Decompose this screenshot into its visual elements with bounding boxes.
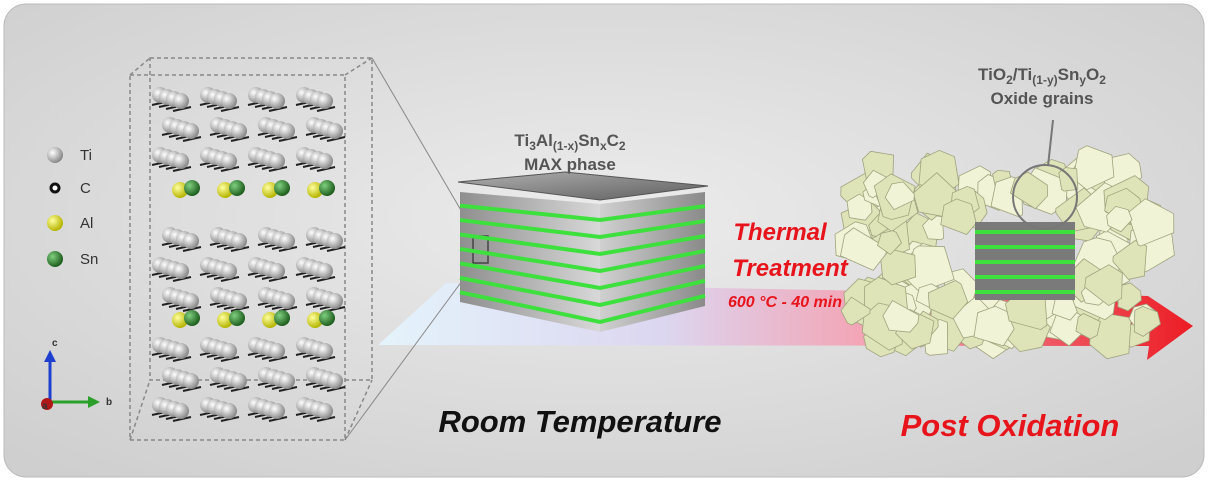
legend-label: C — [80, 180, 91, 197]
formula-part: O — [1086, 65, 1099, 84]
ti-atom — [327, 233, 343, 249]
ti-atom — [317, 343, 333, 359]
formula-part: Sn — [1058, 65, 1080, 84]
formula-part: C — [607, 131, 619, 150]
max-phase-block — [458, 172, 708, 332]
legend-ti — [47, 147, 63, 163]
formula-part: Al — [536, 131, 553, 150]
ti-atom — [173, 403, 189, 419]
diagram: Ti C Al Sn c b a Ti3Al(1-x)SnxC2 MAX pha… — [0, 0, 1208, 481]
ti-atom — [221, 343, 237, 359]
ti-atom — [231, 293, 247, 309]
sn-atom — [229, 310, 245, 326]
ti-atom — [183, 373, 199, 389]
ti-atom — [327, 123, 343, 139]
sn-atom — [274, 310, 290, 326]
legend-label: Sn — [80, 251, 98, 268]
legend-c — [51, 184, 59, 192]
axis-label: b — [106, 397, 112, 408]
ti-atom — [279, 293, 295, 309]
stage-start: Room Temperature — [438, 404, 721, 439]
formula-sub: (1-y) — [1032, 73, 1057, 87]
ti-atom — [173, 153, 189, 169]
sn-atom — [274, 180, 290, 196]
ti-atom — [183, 123, 199, 139]
sn-atom — [319, 180, 335, 196]
ti-atom — [221, 93, 237, 109]
ti-atom — [231, 373, 247, 389]
axis-label: a — [42, 401, 48, 412]
formula-sub: (1-x) — [553, 139, 578, 153]
ti-atom — [327, 293, 343, 309]
treatment-line: Treatment — [732, 255, 849, 282]
page: { "legend": {"items": ["Ti", "C", "Al", … — [0, 0, 1208, 481]
oxide-subtitle: Oxide grains — [991, 89, 1094, 108]
ti-atom — [269, 403, 285, 419]
ti-atom — [279, 373, 295, 389]
ti-atom — [269, 153, 285, 169]
sn-atom — [319, 310, 335, 326]
ti-atom — [279, 233, 295, 249]
formula-part: /Ti — [1013, 65, 1033, 84]
formula-part: TiO — [978, 65, 1006, 84]
ti-atom — [269, 343, 285, 359]
ti-atom — [183, 233, 199, 249]
ti-atom — [231, 233, 247, 249]
sn-atom — [184, 180, 200, 196]
ti-atom — [221, 403, 237, 419]
legend-label: Ti — [80, 147, 92, 164]
legend-sn — [47, 251, 63, 267]
ti-atom — [317, 403, 333, 419]
ti-atom — [221, 153, 237, 169]
ti-atom — [183, 293, 199, 309]
max-subtitle: MAX phase — [524, 155, 616, 174]
ti-atom — [317, 93, 333, 109]
ti-atom — [317, 263, 333, 279]
formula-part: Ti — [514, 131, 529, 150]
treatment-line: Thermal — [733, 219, 828, 246]
stage-end: Post Oxidation — [901, 408, 1120, 443]
ti-atom — [221, 263, 237, 279]
ti-atom — [317, 153, 333, 169]
sn-atom — [184, 310, 200, 326]
ti-atom — [279, 123, 295, 139]
ti-atom — [231, 123, 247, 139]
ti-atom — [173, 343, 189, 359]
oxide-grains — [835, 146, 1174, 359]
sn-atom — [229, 180, 245, 196]
ti-atom — [173, 263, 189, 279]
legend-label: Al — [80, 215, 93, 232]
ti-atom — [269, 93, 285, 109]
formula-sub: 2 — [619, 139, 626, 153]
axis-label: c — [52, 338, 58, 349]
ti-atom — [269, 263, 285, 279]
legend-al — [47, 215, 63, 231]
ti-atom — [173, 93, 189, 109]
treatment-condition: 600 °C - 40 min — [728, 294, 842, 311]
ti-atom — [327, 373, 343, 389]
formula-sub: 2 — [1099, 73, 1106, 87]
formula-part: Sn — [578, 131, 600, 150]
